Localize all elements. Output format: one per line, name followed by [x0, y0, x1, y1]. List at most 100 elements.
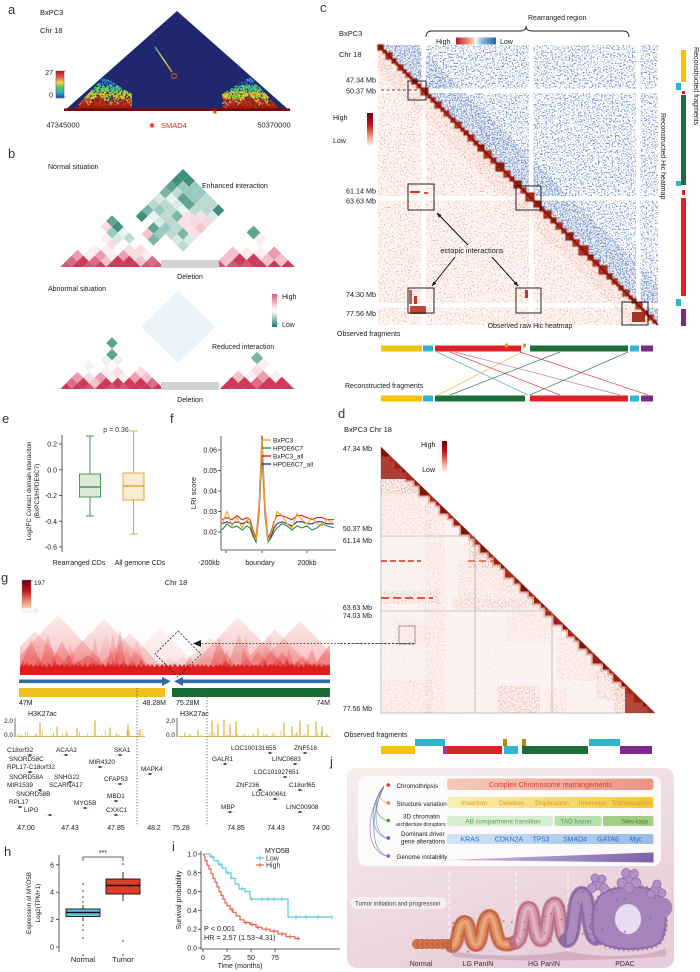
svg-text:Insertion: Insertion [461, 800, 487, 807]
svg-text:63.63 Mb: 63.63 Mb [343, 605, 372, 612]
svg-text:RPL17-C18orf32: RPL17-C18orf32 [7, 764, 55, 771]
svg-text:SMAD4: SMAD4 [161, 121, 187, 130]
svg-text:61.14 Mb: 61.14 Mb [346, 187, 376, 196]
svg-text:0.6: 0.6 [187, 889, 197, 896]
svg-text:50370000: 50370000 [257, 121, 290, 130]
svg-text:25: 25 [223, 955, 231, 962]
svg-text:0: 0 [50, 945, 54, 952]
svg-text:h: h [4, 844, 11, 859]
svg-text:63.63 Mb: 63.63 Mb [346, 197, 376, 206]
svg-text:GALR1: GALR1 [212, 756, 233, 763]
svg-text:3D chromatin: 3D chromatin [403, 814, 440, 821]
svg-text:200kb: 200kb [297, 560, 316, 567]
svg-text:74.85: 74.85 [227, 825, 245, 832]
svg-text:C18orf65: C18orf65 [289, 782, 316, 789]
svg-text:***: *** [99, 850, 107, 857]
svg-text:0.8: 0.8 [187, 870, 197, 877]
svg-text:SCARNA17: SCARNA17 [49, 782, 83, 789]
svg-text:77.56 Mb: 77.56 Mb [346, 309, 376, 318]
svg-text:0.2: 0.2 [187, 927, 197, 934]
svg-text:Time (months): Time (months) [218, 963, 263, 970]
svg-text:LOC100131655: LOC100131655 [231, 745, 277, 752]
svg-text:48.2: 48.2 [147, 825, 161, 832]
svg-text:Chr 18: Chr 18 [165, 578, 188, 587]
svg-text:architecture disruptors: architecture disruptors [396, 822, 446, 828]
svg-text:BxPC3: BxPC3 [40, 8, 63, 17]
svg-text:Dominant driver: Dominant driver [401, 831, 445, 838]
svg-text:SNORD58C: SNORD58C [9, 756, 44, 763]
svg-text:47.34 Mb: 47.34 Mb [343, 446, 372, 453]
svg-text:ectopic interactions: ectopic interactions [440, 246, 504, 255]
svg-text:Rearranged CDs: Rearranged CDs [53, 560, 106, 567]
svg-text:74.30 Mb: 74.30 Mb [346, 290, 376, 299]
svg-text:MYO5B: MYO5B [265, 848, 290, 855]
svg-text:0.4: 0.4 [187, 908, 197, 915]
svg-text:MBD1: MBD1 [107, 793, 125, 800]
svg-text:d: d [338, 406, 345, 421]
svg-text:LINC00908: LINC00908 [286, 804, 319, 811]
svg-text:Chromothripsis: Chromothripsis [397, 783, 439, 790]
svg-text:High: High [436, 39, 451, 46]
svg-text:a: a [8, 2, 16, 17]
svg-text:Rearranged region: Rearranged region [528, 15, 586, 22]
svg-text:Complex Chromosome rearrangeme: Complex Chromosome rearrangements [489, 782, 612, 789]
svg-text:-0.4: -0.4 [45, 519, 57, 526]
svg-text:Low: Low [266, 856, 280, 863]
svg-text:(BxPC3/HPDE6C7): (BxPC3/HPDE6C7) [34, 464, 41, 519]
svg-text:✱: ✱ [149, 122, 155, 130]
svg-text:Chr 18: Chr 18 [40, 26, 63, 35]
svg-text:-0.2: -0.2 [45, 493, 57, 500]
svg-text:LOC400661: LOC400661 [252, 791, 287, 798]
svg-text:0.05: 0.05 [203, 468, 217, 475]
svg-text:Observed fragments: Observed fragments [337, 331, 401, 338]
svg-text:Log2FC Contact domain interaci: Log2FC Contact domain interaciton [26, 441, 33, 541]
svg-text:LRI score: LRI score [189, 477, 198, 509]
svg-text:CFAP53: CFAP53 [104, 776, 128, 783]
svg-text:47.85: 47.85 [107, 825, 125, 832]
svg-text:P < 0.001: P < 0.001 [204, 924, 235, 933]
svg-text:27: 27 [45, 70, 53, 77]
svg-text:Reconstructed Hic heatmap: Reconstructed Hic heatmap [659, 113, 666, 199]
svg-text:0.06: 0.06 [203, 448, 217, 455]
svg-text:AB compartment transition: AB compartment transition [465, 819, 541, 826]
svg-text:Low: Low [500, 39, 514, 46]
svg-text:KRAS: KRAS [460, 837, 479, 844]
svg-text:ACAA2: ACAA2 [56, 747, 77, 754]
svg-text:2: 2 [50, 917, 54, 924]
svg-text:47.43: 47.43 [61, 825, 79, 832]
svg-text:Abnormal situation: Abnormal situation [48, 286, 106, 293]
svg-text:HPDE6C7_all: HPDE6C7_all [273, 462, 314, 469]
svg-text:LIPG: LIPG [24, 807, 39, 814]
svg-text:Low: Low [333, 138, 347, 145]
svg-text:48.28M: 48.28M [143, 700, 167, 707]
svg-text:75.28: 75.28 [172, 825, 190, 832]
svg-text:Reconstructed fragments: Reconstructed fragments [692, 47, 699, 126]
svg-text:gene alterations: gene alterations [401, 839, 445, 846]
svg-text:MIR4320: MIR4320 [89, 759, 115, 766]
svg-text:p = 0.36: p = 0.36 [103, 427, 129, 434]
svg-text:0.0: 0.0 [187, 946, 197, 953]
svg-text:SKA1: SKA1 [114, 747, 131, 754]
svg-text:H3K27ac: H3K27ac [180, 711, 209, 718]
svg-text:High: High [282, 294, 297, 301]
svg-text:75.28M: 75.28M [176, 700, 200, 707]
svg-text:boundary: boundary [245, 560, 275, 567]
svg-text:High: High [266, 863, 281, 870]
svg-text:e: e [2, 411, 9, 426]
svg-text:47.00: 47.00 [17, 825, 35, 832]
svg-text:50.37 Mb: 50.37 Mb [346, 87, 376, 96]
svg-text:6: 6 [50, 862, 54, 869]
svg-text:2.0: 2.0 [4, 718, 13, 725]
svg-text:74.00: 74.00 [312, 825, 330, 832]
svg-text:Low: Low [282, 322, 296, 329]
svg-text:RPL17: RPL17 [9, 799, 29, 806]
svg-text:TAD fusion: TAD fusion [560, 819, 592, 826]
svg-text:MYO5B: MYO5B [74, 800, 96, 807]
svg-text:Deletion: Deletion [177, 397, 203, 404]
svg-text:j: j [329, 754, 333, 769]
svg-text:Chr 18: Chr 18 [339, 50, 362, 59]
svg-text:Normal: Normal [71, 955, 96, 964]
svg-text:i: i [172, 839, 175, 854]
svg-text:0.02: 0.02 [203, 530, 217, 537]
svg-text:Observed raw Hic heatmap: Observed raw Hic heatmap [488, 323, 573, 330]
